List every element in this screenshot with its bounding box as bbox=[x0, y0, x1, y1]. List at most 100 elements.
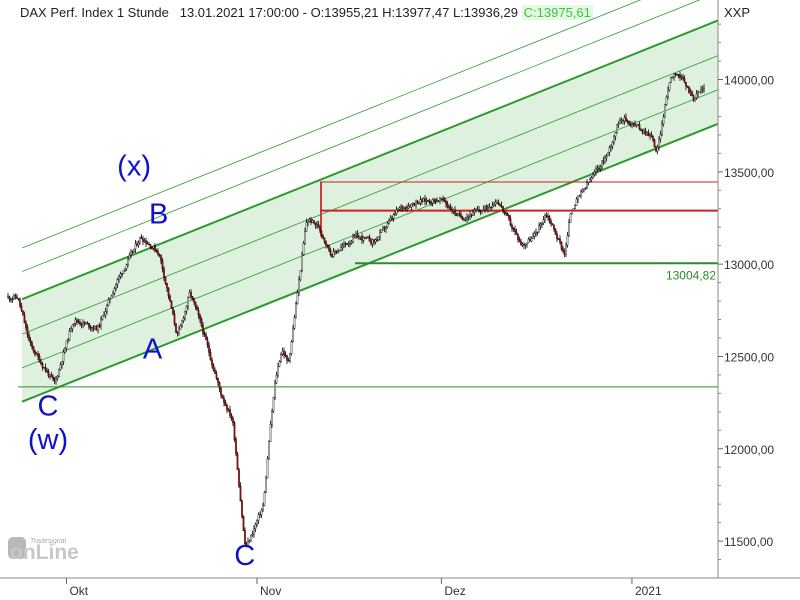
candle bbox=[238, 469, 240, 487]
candle bbox=[359, 236, 362, 238]
candle bbox=[520, 241, 522, 246]
candle bbox=[667, 89, 669, 98]
candle bbox=[32, 346, 35, 352]
candle bbox=[71, 324, 74, 329]
candle bbox=[296, 292, 299, 304]
candle bbox=[113, 288, 116, 294]
candle bbox=[56, 376, 59, 379]
candle bbox=[446, 203, 449, 207]
candle bbox=[311, 220, 314, 223]
tradesignal-logo: Tradesignal onLine bbox=[8, 535, 108, 565]
candle bbox=[491, 205, 494, 208]
candle bbox=[538, 225, 540, 233]
wave-label: A bbox=[143, 333, 163, 365]
candle bbox=[122, 269, 125, 275]
candle bbox=[82, 321, 84, 326]
candle bbox=[184, 311, 186, 319]
candle bbox=[616, 124, 618, 133]
candle bbox=[166, 282, 168, 289]
candle bbox=[308, 219, 311, 222]
candle bbox=[271, 411, 273, 425]
candle bbox=[343, 243, 345, 247]
candle bbox=[463, 219, 465, 221]
candle bbox=[574, 205, 576, 209]
candle bbox=[443, 197, 446, 202]
candle bbox=[457, 213, 459, 216]
candle bbox=[332, 251, 335, 257]
candle bbox=[577, 195, 579, 200]
candle bbox=[437, 200, 440, 202]
candle bbox=[298, 279, 300, 294]
ohl-values: O:13955,21 H:13977,47 L:13936,29 bbox=[310, 5, 519, 20]
candle bbox=[673, 73, 675, 78]
candle bbox=[620, 119, 623, 121]
chart-header: DAX Perf. Index 1 Stunde 13.01.2021 17:0… bbox=[20, 5, 593, 20]
candle bbox=[560, 241, 563, 249]
candle bbox=[647, 132, 650, 136]
candle bbox=[278, 361, 281, 367]
candle bbox=[391, 217, 393, 220]
candle bbox=[277, 366, 279, 376]
candle bbox=[665, 96, 668, 105]
candle bbox=[557, 238, 560, 240]
candle bbox=[356, 233, 359, 239]
candle bbox=[200, 318, 203, 326]
candle bbox=[466, 216, 468, 220]
candle bbox=[193, 297, 195, 302]
candle bbox=[370, 241, 372, 244]
wave-label: (w) bbox=[28, 424, 68, 456]
wave-label: C bbox=[38, 391, 59, 423]
candle bbox=[253, 528, 255, 535]
candle bbox=[25, 322, 27, 328]
candle bbox=[16, 296, 18, 299]
candle bbox=[383, 227, 386, 230]
candle bbox=[563, 251, 566, 255]
candle bbox=[505, 212, 507, 215]
candle bbox=[632, 123, 635, 125]
candle bbox=[388, 220, 390, 224]
candle bbox=[262, 505, 264, 511]
candle bbox=[274, 382, 276, 398]
candle bbox=[458, 213, 461, 216]
candle bbox=[529, 239, 531, 242]
candle bbox=[526, 242, 528, 245]
candle bbox=[481, 210, 483, 212]
candle bbox=[106, 304, 108, 312]
candle bbox=[454, 209, 456, 214]
candle bbox=[536, 231, 539, 234]
channel-inner-line bbox=[21, 89, 719, 369]
candle bbox=[493, 204, 495, 206]
channel-upper-line bbox=[21, 19, 719, 301]
candle bbox=[527, 239, 530, 244]
candle bbox=[409, 206, 411, 208]
candle bbox=[490, 206, 492, 209]
candle bbox=[550, 220, 552, 224]
candle bbox=[139, 237, 141, 244]
candle bbox=[121, 273, 123, 275]
candle bbox=[401, 206, 404, 209]
candle bbox=[530, 238, 533, 242]
candle bbox=[281, 350, 284, 355]
candle bbox=[199, 314, 201, 320]
candle bbox=[494, 202, 497, 205]
candle bbox=[19, 299, 21, 306]
candle bbox=[605, 155, 608, 158]
candle bbox=[659, 134, 662, 140]
candle bbox=[154, 245, 156, 251]
candle bbox=[349, 243, 351, 245]
candle bbox=[242, 516, 245, 531]
candle bbox=[137, 242, 140, 246]
candle bbox=[436, 200, 438, 203]
candle bbox=[580, 191, 582, 196]
candle bbox=[449, 207, 452, 210]
candle bbox=[382, 227, 384, 230]
candle bbox=[355, 233, 357, 237]
candle bbox=[254, 524, 257, 529]
candle bbox=[478, 209, 480, 211]
candle bbox=[553, 224, 555, 230]
trend-channel bbox=[21, 0, 719, 403]
candle bbox=[686, 85, 689, 88]
y-tick-label: 11500,00 bbox=[724, 535, 773, 549]
candle bbox=[539, 223, 542, 227]
candle bbox=[584, 187, 587, 189]
